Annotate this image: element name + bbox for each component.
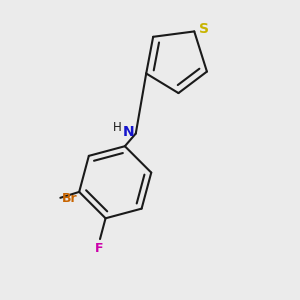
Text: N: N xyxy=(123,125,135,139)
Text: F: F xyxy=(95,242,103,255)
Text: Br: Br xyxy=(61,192,77,205)
Text: H: H xyxy=(113,122,122,134)
Text: S: S xyxy=(199,22,209,36)
